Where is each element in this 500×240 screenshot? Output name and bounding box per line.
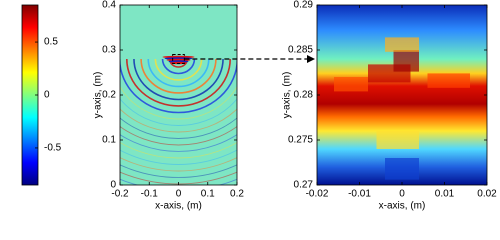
x-tick-label: -0.1	[141, 189, 159, 200]
y-tick-label: 0	[110, 180, 116, 191]
wave-front	[154, 58, 203, 81]
y-tick-label: 0.1	[102, 135, 116, 146]
heatmap-block	[385, 158, 419, 180]
x-tick-label: -0.01	[348, 189, 371, 200]
wave-front	[120, 108, 237, 133]
wave-front	[120, 141, 237, 159]
y-tick-label: 0.29	[294, 0, 314, 11]
heatmap-block	[393, 50, 419, 72]
colorbar-tick-label: 0.5	[44, 37, 58, 48]
y-tick-label: 0.3	[102, 45, 116, 56]
wave-front	[120, 156, 237, 172]
heatmap-block	[376, 131, 419, 149]
x-axis-label: x-axis, (m)	[379, 201, 426, 212]
x-tick-label: 0	[176, 189, 182, 200]
wave-front	[120, 149, 237, 165]
zoom-region	[172, 54, 185, 64]
zoom-arrow-head	[307, 55, 315, 63]
x-tick-label: 0	[399, 189, 405, 200]
x-axis-label: x-axis, (m)	[155, 201, 202, 212]
heatmap-block	[385, 37, 419, 52]
wave-front	[120, 117, 237, 139]
wave-front	[120, 164, 237, 178]
wave-front	[133, 58, 224, 101]
wave-front	[140, 58, 217, 94]
figure: -0.2 -0.1 0 0.1 0.2 0 0.1 0.2 0.3 0.4 x-axis, (m) y…	[21, 0, 497, 212]
y-tick-label: 0.4	[102, 0, 116, 11]
heatmap-background	[317, 5, 487, 185]
wave-front	[126, 58, 231, 107]
wave-front	[120, 58, 237, 114]
heatmap-background	[120, 5, 237, 185]
x-tick-label: 0.2	[230, 189, 244, 200]
x-tick-label: 0.1	[201, 189, 215, 200]
y-axis-label: y-axis, (m)	[93, 72, 104, 119]
x-tick-label: 0.01	[435, 189, 455, 200]
wave-front	[120, 134, 237, 152]
colorbar-tick-label: -0.5	[44, 143, 62, 154]
y-tick-label: 0.28	[294, 90, 314, 101]
wave-front	[161, 58, 196, 75]
heatmap-block	[334, 77, 368, 92]
y-tick-label: 0.2	[102, 90, 116, 101]
wave-front	[120, 85, 237, 120]
wave-front	[120, 98, 237, 126]
plots: -0.2 -0.1 0 0.1 0.2 0 0.1 0.2 0.3 0.4 x-axis, (m) y…	[21, 0, 497, 212]
y-axis-label: y-axis, (m)	[282, 72, 293, 119]
x-tick-label: -0.02	[306, 189, 329, 200]
wave-front	[120, 125, 237, 146]
x-tick-label: 0.02	[477, 189, 497, 200]
heatmap-image	[317, 5, 487, 185]
colorbar-tick-label: 0	[44, 90, 50, 101]
y-tick-label: 0.275	[288, 135, 313, 146]
x-tick-label: -0.2	[111, 189, 129, 200]
wave-front	[147, 58, 210, 88]
y-tick-label: 0.27	[294, 180, 314, 191]
heatmap-block	[427, 73, 470, 88]
y-tick-label: 0.285	[288, 45, 313, 56]
